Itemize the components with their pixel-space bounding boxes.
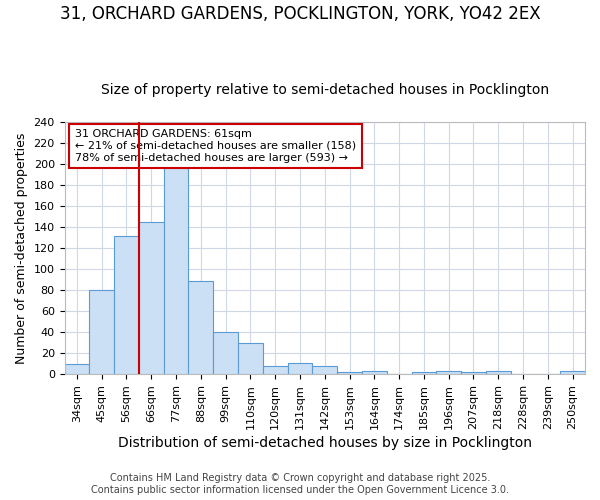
- Bar: [114, 236, 139, 374]
- X-axis label: Distribution of semi-detached houses by size in Pocklington: Distribution of semi-detached houses by …: [118, 436, 532, 450]
- Bar: [486, 371, 511, 374]
- Title: Size of property relative to semi-detached houses in Pocklington: Size of property relative to semi-detach…: [101, 83, 549, 97]
- Bar: [139, 222, 164, 374]
- Y-axis label: Number of semi-detached properties: Number of semi-detached properties: [15, 132, 28, 364]
- Bar: [560, 371, 585, 374]
- Bar: [188, 280, 213, 374]
- Bar: [213, 332, 238, 374]
- Bar: [263, 366, 287, 374]
- Text: 31 ORCHARD GARDENS: 61sqm
← 21% of semi-detached houses are smaller (158)
78% of: 31 ORCHARD GARDENS: 61sqm ← 21% of semi-…: [75, 130, 356, 162]
- Bar: [164, 164, 188, 374]
- Bar: [287, 362, 313, 374]
- Bar: [412, 372, 436, 374]
- Bar: [89, 290, 114, 374]
- Bar: [65, 364, 89, 374]
- Bar: [313, 366, 337, 374]
- Bar: [461, 372, 486, 374]
- Bar: [436, 371, 461, 374]
- Bar: [238, 342, 263, 374]
- Text: Contains HM Land Registry data © Crown copyright and database right 2025.
Contai: Contains HM Land Registry data © Crown c…: [91, 474, 509, 495]
- Text: 31, ORCHARD GARDENS, POCKLINGTON, YORK, YO42 2EX: 31, ORCHARD GARDENS, POCKLINGTON, YORK, …: [59, 5, 541, 23]
- Bar: [337, 372, 362, 374]
- Bar: [362, 371, 387, 374]
